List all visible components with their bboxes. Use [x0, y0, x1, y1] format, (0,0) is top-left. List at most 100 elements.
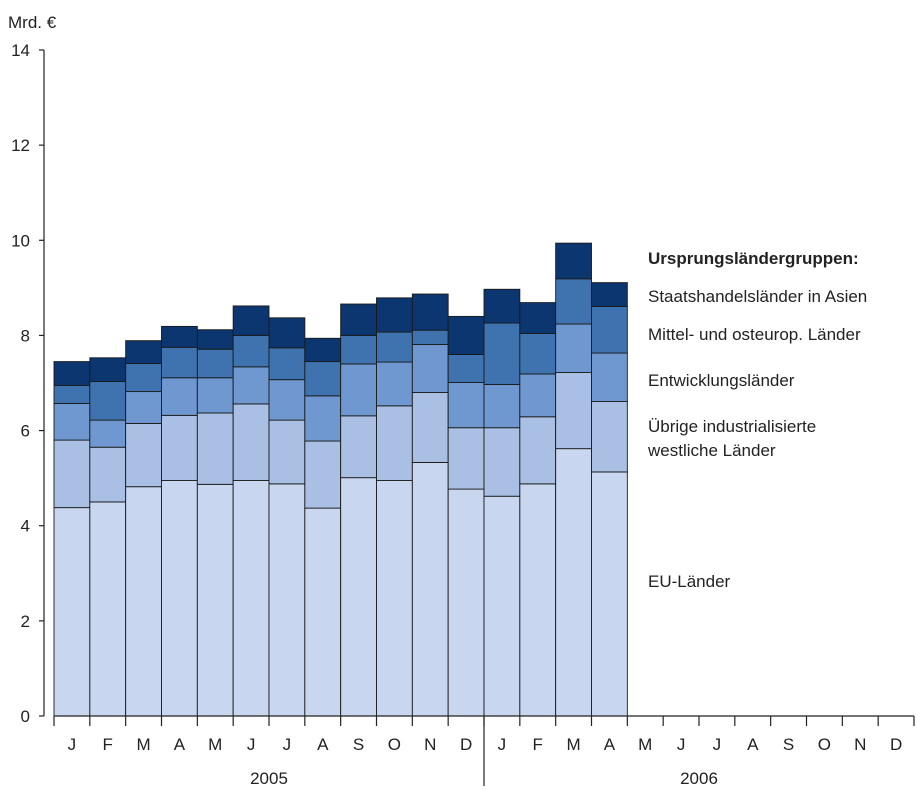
bar-segment-4	[555, 278, 592, 325]
bar-segment-5	[53, 361, 91, 386]
bar-segment-3	[376, 361, 413, 407]
y-axis: 0 2 4 6 8 10 12 14	[11, 41, 45, 726]
bar-segment-1	[196, 483, 234, 717]
bar-segment-5	[519, 302, 557, 334]
bar-segment-1	[304, 507, 342, 717]
x-tick-label: M	[638, 735, 652, 754]
bar-segment-2	[447, 427, 485, 490]
x-tick-label: F	[103, 735, 113, 754]
bar-segment-2	[519, 416, 557, 485]
x-tick-label: A	[174, 735, 186, 754]
bar-segment-3	[196, 377, 234, 414]
bar-segment-3	[555, 323, 592, 373]
x-tick-label: M	[208, 735, 222, 754]
bar-segment-5	[376, 297, 413, 333]
bar-segment-3	[125, 391, 162, 424]
bar-segment-4	[340, 334, 377, 365]
x-tick-label: S	[783, 735, 794, 754]
bar-segment-3	[304, 395, 342, 442]
bar-segment-2	[591, 401, 628, 473]
bar-segment-4	[519, 333, 557, 375]
bar-segment-4	[411, 329, 449, 345]
bar-segment-3	[483, 383, 521, 429]
bar-segment-5	[161, 325, 198, 348]
year-label: 2005	[250, 769, 288, 788]
bar-segment-1	[483, 495, 521, 717]
bar-segment-2	[376, 405, 413, 481]
bar-segment-5	[89, 357, 127, 383]
bar-segment-2	[411, 392, 449, 463]
bar-segment-1	[53, 507, 91, 717]
legend-item-line: Übrige industrialisierte	[648, 417, 816, 436]
bar-segment-1	[232, 480, 270, 717]
x-tick-label: M	[566, 735, 580, 754]
bar-segment-5	[411, 293, 449, 331]
legend-item-line: westliche Länder	[647, 441, 776, 460]
bar-segment-4	[125, 363, 162, 393]
y-tick-label: 2	[21, 612, 30, 631]
x-tick-label: S	[353, 735, 364, 754]
bar-segment-5	[483, 288, 521, 324]
bar-segment-1	[519, 483, 557, 717]
bar-segment-3	[447, 382, 485, 429]
year-label: 2006	[680, 769, 718, 788]
bar-segment-5	[591, 282, 628, 307]
bar-segment-3	[89, 419, 127, 448]
x-tick-label: F	[533, 735, 543, 754]
bar-segment-1	[447, 488, 485, 717]
bar-segment-4	[268, 347, 306, 381]
bar-segment-2	[125, 422, 162, 488]
bar-segment-2	[161, 414, 198, 481]
bar-segment-2	[483, 427, 521, 497]
y-tick-label: 0	[21, 707, 30, 726]
bar-segment-2	[340, 415, 377, 479]
bar-segment-1	[89, 501, 127, 717]
bar-segment-5	[268, 317, 306, 349]
bar-segment-2	[304, 440, 342, 509]
y-tick-label: 8	[21, 326, 30, 345]
legend-title: Ursprungsländergruppen:	[648, 249, 859, 268]
bar-segment-3	[268, 379, 306, 421]
y-tick-label: 4	[21, 517, 30, 536]
x-tick-label: N	[854, 735, 866, 754]
bar-segment-1	[411, 461, 449, 717]
x-tick-label: D	[460, 735, 472, 754]
legend: Ursprungsländergruppen: Staatshandelslän…	[647, 249, 867, 591]
bar-segment-3	[232, 366, 270, 405]
bar-segment-2	[53, 439, 91, 509]
bar-segment-4	[304, 361, 342, 397]
x-tick-label: O	[818, 735, 831, 754]
x-axis: J F M A M J J A S O N D J F M A M J J A S O N D 2005 2006	[53, 715, 915, 788]
bar-segment-2	[555, 372, 592, 450]
bar-segment-1	[340, 477, 377, 717]
x-tick-label: J	[247, 735, 256, 754]
bar-segment-2	[196, 412, 234, 485]
bar-segment-1	[125, 486, 162, 717]
bar-segment-1	[376, 480, 413, 717]
bar-segment-3	[519, 373, 557, 418]
legend-item: Übrige industrialisierte westliche Länder	[647, 417, 816, 460]
bar-segment-1	[161, 480, 198, 717]
x-tick-label: J	[283, 735, 292, 754]
y-axis-unit-label: Mrd. €	[8, 13, 57, 32]
legend-item: Mittel- und osteurop. Länder	[648, 325, 861, 344]
y-tick-label: 12	[11, 136, 30, 155]
bar-segment-4	[53, 384, 91, 404]
bar-segment-4	[483, 322, 521, 385]
bar-segment-5	[555, 242, 592, 280]
bar-segment-4	[232, 334, 270, 368]
bar-segment-4	[591, 305, 628, 354]
bar-segment-3	[53, 403, 91, 441]
y-tick-label: 6	[21, 422, 30, 441]
y-tick-label: 10	[11, 231, 30, 250]
bar-segment-4	[161, 346, 198, 379]
x-tick-label: N	[424, 735, 436, 754]
bar-segment-5	[447, 315, 485, 355]
x-tick-label: A	[317, 735, 329, 754]
bars-layer	[53, 242, 628, 717]
x-tick-label: M	[136, 735, 150, 754]
bar-segment-5	[232, 305, 270, 336]
x-tick-label: O	[388, 735, 401, 754]
bar-segment-4	[89, 381, 127, 421]
x-tick-label: D	[890, 735, 902, 754]
